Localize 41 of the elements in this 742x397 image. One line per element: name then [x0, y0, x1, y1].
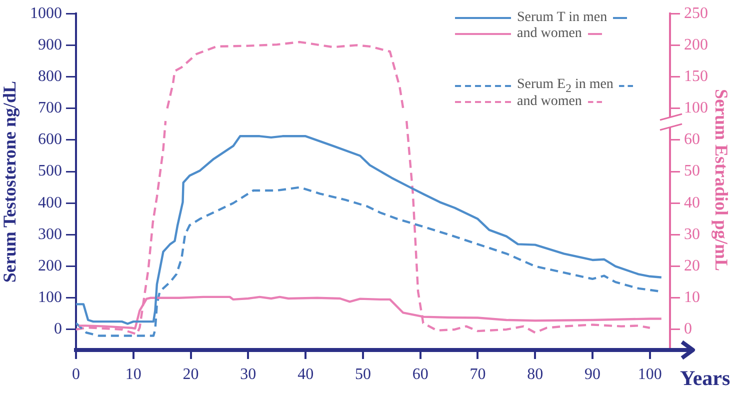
x-tick-label: 20: [182, 366, 199, 383]
y-tick-label: 700: [38, 100, 62, 117]
y-tick-label: 1000: [30, 4, 62, 22]
y3-tick-label: 100: [684, 100, 708, 117]
y2-axis-title: Serum Estradiol pg/mL: [710, 88, 732, 272]
y-tick-label: 100: [38, 289, 62, 306]
y2-tick-label: 40: [684, 194, 700, 212]
x-axis-title: Years: [680, 366, 730, 391]
y-tick-label: 400: [38, 194, 62, 212]
y-tick-label: 300: [38, 226, 62, 243]
y-axis-title: Serum Testosterone ng/dL: [0, 80, 20, 283]
y-tick-label: 200: [38, 258, 62, 274]
y2-tick-label: 60: [684, 131, 700, 148]
y-tick-label: 800: [38, 68, 62, 85]
x-tick-label: 80: [527, 366, 544, 383]
y3-tick-label: 150: [684, 68, 708, 85]
x-tick-label: 40: [298, 366, 314, 383]
x-tick-label: 60: [412, 366, 428, 383]
x-tick-label: 50: [354, 366, 371, 383]
y-tick-label: 0: [54, 320, 62, 338]
y2-tick-label: 50: [684, 162, 700, 180]
legend-label: Serum E$_{2}$ in men: [517, 77, 614, 95]
x-tick-label: 0: [72, 366, 80, 383]
x-tick-label: 30: [240, 366, 256, 383]
x-tick-label: 10: [125, 366, 142, 383]
y2-tick-label: 10: [684, 289, 700, 306]
y2-tick-label: 20: [684, 258, 700, 274]
legend-label: and women: [517, 94, 582, 110]
y2-tick-label: 0: [684, 320, 692, 338]
line-series: [166, 40, 404, 110]
legend-label: and women: [517, 26, 582, 42]
y3-tick-label: 200: [684, 36, 708, 54]
x-tick-label: 90: [584, 366, 601, 383]
y-tick-label: 600: [38, 131, 62, 148]
x-tick-label: 70: [470, 366, 486, 383]
y-tick-label: 500: [38, 162, 62, 180]
y2-tick-label: 30: [684, 226, 700, 243]
y-tick-label: 900: [38, 36, 62, 54]
y3-tick-label: 250: [684, 4, 708, 22]
x-tick-label: 100: [638, 366, 662, 383]
legend-label: Serum T in men: [517, 10, 608, 26]
